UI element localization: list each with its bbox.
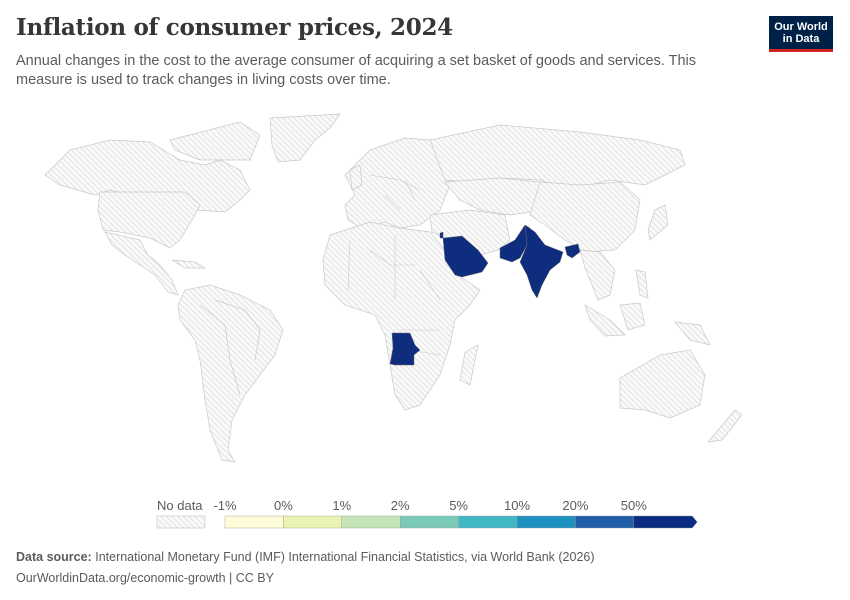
- region-africa[interactable]: [322, 221, 481, 411]
- country-cuba[interactable]: [171, 259, 207, 269]
- region-europe[interactable]: [344, 137, 451, 231]
- legend-bin-4[interactable]: [458, 515, 518, 529]
- region-south-america[interactable]: [177, 284, 284, 463]
- legend: No data -1% 0% 1% 2% 5% 10% 20% 50%: [156, 498, 698, 529]
- legend-tick-label: 0%: [274, 498, 293, 513]
- world-map: [44, 113, 743, 463]
- legend-tick-label: 20%: [562, 498, 588, 513]
- legend-tick-label: 50%: [621, 498, 647, 513]
- country-india[interactable]: [519, 224, 564, 299]
- legend-tick-label: -1%: [213, 498, 237, 513]
- data-source-line: Data source: International Monetary Fund…: [16, 547, 595, 568]
- legend-tick-label: 10%: [504, 498, 530, 513]
- country-saudi-arabia[interactable]: [442, 235, 489, 278]
- country-madagascar[interactable]: [459, 344, 479, 386]
- logo-line-2: in Data: [782, 33, 820, 45]
- chart-subtitle: Annual changes in the cost to the averag…: [16, 53, 697, 88]
- chart-title: Inflation of consumer prices, 2024: [16, 14, 453, 41]
- country-india-northeast[interactable]: [564, 243, 581, 259]
- country-greenland[interactable]: [269, 113, 341, 163]
- owid-logo[interactable]: Our World in Data: [769, 16, 833, 52]
- legend-bin-7[interactable]: [633, 515, 698, 529]
- legend-bin-5[interactable]: [516, 515, 576, 529]
- region-middle-east[interactable]: [429, 209, 511, 256]
- region-southeast-asia[interactable]: [579, 249, 616, 301]
- country-lebanon[interactable]: [439, 231, 444, 239]
- country-indonesia[interactable]: [584, 304, 626, 337]
- country-australia[interactable]: [619, 349, 706, 419]
- data-source-text: International Monetary Fund (IMF) Intern…: [95, 550, 595, 564]
- country-united-states[interactable]: [97, 191, 201, 249]
- legend-bin-6[interactable]: [575, 515, 635, 529]
- country-philippines[interactable]: [635, 269, 649, 299]
- country-papua-new-guinea[interactable]: [674, 321, 711, 346]
- country-mexico[interactable]: [104, 231, 179, 296]
- legend-tick-label: 2%: [391, 498, 410, 513]
- legend-tick-label: 5%: [449, 498, 468, 513]
- country-new-zealand[interactable]: [707, 409, 743, 443]
- country-borneo[interactable]: [619, 302, 646, 331]
- legend-color-bins: [224, 515, 698, 529]
- country-canada-arctic[interactable]: [169, 121, 261, 161]
- country-united-kingdom[interactable]: [349, 164, 363, 191]
- country-japan[interactable]: [647, 204, 669, 241]
- country-china[interactable]: [529, 181, 641, 253]
- legend-no-data-swatch: [156, 515, 206, 529]
- legend-bin-1[interactable]: [283, 515, 342, 529]
- legend-no-data-label: No data: [157, 498, 203, 513]
- data-source-label: Data source:: [16, 550, 92, 564]
- country-angola[interactable]: [389, 332, 421, 366]
- footer-url[interactable]: OurWorldinData.org/economic-growth | CC …: [16, 571, 274, 585]
- legend-bin-3[interactable]: [400, 515, 459, 529]
- legend-bin-0[interactable]: [224, 515, 284, 529]
- legend-tick-labels: -1% 0% 1% 2% 5% 10% 20% 50%: [213, 498, 647, 513]
- legend-tick-label: 1%: [332, 498, 351, 513]
- footer: Data source: International Monetary Fund…: [16, 547, 595, 589]
- legend-bin-2[interactable]: [341, 515, 401, 529]
- logo-line-1: Our World: [774, 21, 828, 33]
